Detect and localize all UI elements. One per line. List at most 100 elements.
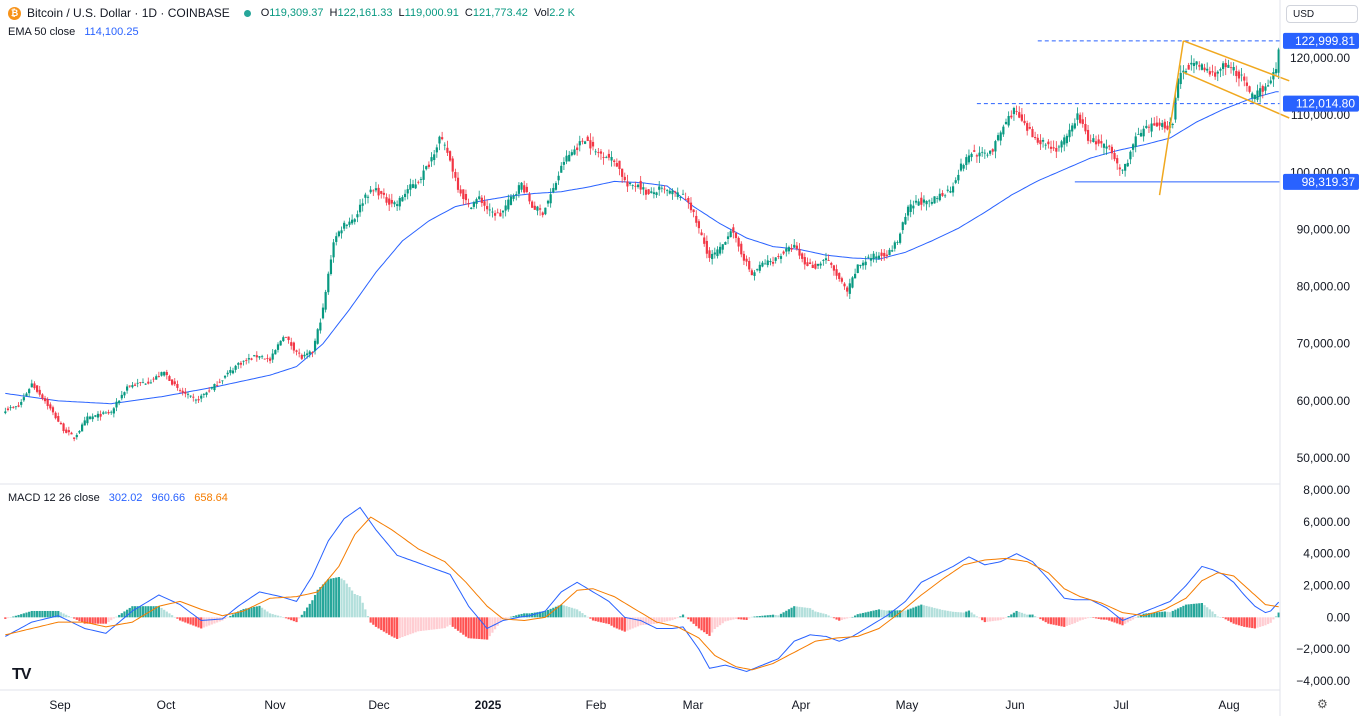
candle-body xyxy=(549,194,552,204)
macd-histogram-bar xyxy=(576,609,579,618)
candle-body xyxy=(186,393,190,395)
macd-histogram-bar xyxy=(99,617,102,624)
candle-body xyxy=(525,186,528,193)
macd-histogram-bar xyxy=(1089,617,1092,618)
candle-body xyxy=(975,155,978,157)
macd-histogram-bar xyxy=(615,617,618,629)
macd-histogram-bar xyxy=(274,614,277,618)
macd-histogram-bar xyxy=(303,611,306,618)
macd-histogram-bar xyxy=(1020,612,1023,618)
candle-body xyxy=(650,191,653,193)
macd-histogram-bar xyxy=(168,613,171,618)
candle-body xyxy=(75,434,78,438)
ema-legend[interactable]: EMA 50 close 114,100.25 xyxy=(8,26,139,38)
macd-histogram-bar xyxy=(43,610,47,618)
macd-histogram-bar xyxy=(1206,607,1209,618)
candle-body xyxy=(266,358,269,359)
macd-histogram-bar xyxy=(1237,617,1241,626)
candle-body xyxy=(790,247,793,250)
macd-histogram-bar xyxy=(965,611,968,618)
macd-histogram-bar xyxy=(102,617,105,624)
macd-histogram-bar xyxy=(316,589,319,618)
candle-body xyxy=(1198,65,1201,67)
macd-histogram-bar xyxy=(711,617,714,633)
candle-body xyxy=(1031,129,1034,138)
candle-body xyxy=(268,358,272,361)
candle-body xyxy=(263,358,266,360)
macd-histogram-bar xyxy=(1139,615,1143,618)
candle-body xyxy=(1235,71,1238,77)
candle-body xyxy=(247,358,250,360)
macd-histogram-bar xyxy=(1097,617,1100,619)
macd-histogram-bar xyxy=(6,617,10,619)
macd-histogram-bar xyxy=(517,614,521,618)
candle-body xyxy=(1237,71,1241,79)
candle-body xyxy=(1203,67,1206,71)
candle-body xyxy=(403,193,407,198)
macd-histogram-bar xyxy=(306,607,309,618)
candle-body xyxy=(806,262,809,267)
candle-body xyxy=(938,193,941,201)
candle-body xyxy=(229,369,232,373)
macd-histogram-bar xyxy=(1232,617,1235,624)
candle-body xyxy=(398,197,401,207)
macd-histogram-bar xyxy=(904,610,907,618)
candle-body xyxy=(73,437,76,439)
candle-body xyxy=(271,353,274,360)
candle-body xyxy=(941,193,944,196)
macd-histogram-bar xyxy=(718,617,722,626)
macd-histogram-bar xyxy=(509,616,513,618)
macd-histogram-bar xyxy=(734,617,738,619)
price-tick-label: 60,000.00 xyxy=(1297,394,1351,408)
symbol-title[interactable]: Bitcoin / U.S. Dollar · 1D · COINBASE xyxy=(27,6,230,20)
macd-histogram-bar xyxy=(591,617,595,621)
candle-body xyxy=(909,204,912,212)
candle-body xyxy=(1211,71,1214,73)
candle-body xyxy=(14,406,18,408)
macd-histogram-bar xyxy=(975,616,978,618)
candle-body xyxy=(1219,69,1222,71)
candle-body xyxy=(104,412,108,414)
macd-histogram-bar xyxy=(1203,605,1206,618)
candle-body xyxy=(218,381,221,383)
candle-body xyxy=(922,199,926,203)
candle-body xyxy=(1272,72,1275,80)
candle-body xyxy=(891,250,894,252)
macd-histogram-bar xyxy=(491,617,494,633)
candle-body xyxy=(607,153,611,158)
candle-body xyxy=(642,187,645,190)
ath-price-badge-bg xyxy=(1283,32,1359,49)
macd-histogram-bar xyxy=(684,616,687,618)
macd-histogram-bar xyxy=(692,617,695,624)
macd-histogram-bar xyxy=(536,612,539,618)
candle-body xyxy=(843,283,846,287)
candle-body xyxy=(86,416,89,424)
candle-body xyxy=(1065,135,1068,144)
candle-body xyxy=(1036,137,1039,143)
macd-histogram-bar xyxy=(499,617,502,623)
candle-body xyxy=(573,149,576,155)
macd-histogram-bar xyxy=(366,616,370,618)
macd-legend[interactable]: MACD 12 26 close 302.02 960.66 658.64 xyxy=(8,492,228,504)
candle-body xyxy=(1118,167,1121,170)
macd-histogram-bar xyxy=(1092,617,1095,618)
gear-icon[interactable]: ⚙ xyxy=(1317,697,1328,711)
candle-body xyxy=(17,405,20,407)
macd-histogram-bar xyxy=(83,617,86,624)
macd-histogram-bar xyxy=(115,616,118,618)
macd-histogram-bar xyxy=(1023,613,1026,618)
currency-selector[interactable]: USD xyxy=(1286,5,1358,23)
macd-histogram-bar xyxy=(909,608,912,618)
macd-histogram-bar xyxy=(525,613,528,618)
candle-body xyxy=(538,208,542,210)
macd-histogram-bar xyxy=(989,617,992,622)
macd-histogram-bar xyxy=(1073,617,1076,624)
candle-body xyxy=(459,189,462,194)
candle-body xyxy=(512,195,515,199)
tradingview-logo[interactable]: TV xyxy=(12,666,31,683)
macd-histogram-bar xyxy=(14,615,18,618)
macd-histogram-bar xyxy=(414,617,417,633)
macd-tick-label: 2,000.00 xyxy=(1303,579,1350,593)
candle-body xyxy=(989,150,992,154)
